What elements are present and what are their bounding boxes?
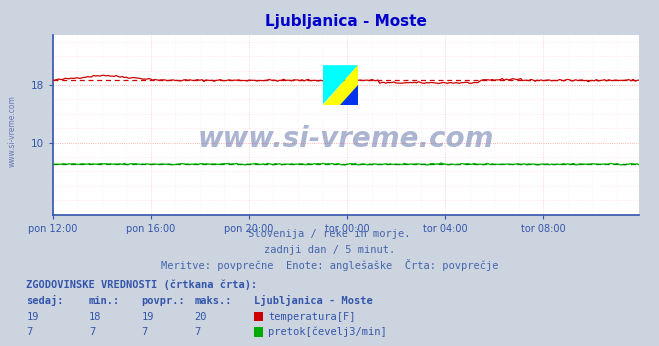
- Text: 7: 7: [142, 327, 148, 337]
- Text: Meritve: povprečne  Enote: anglešaške  Črta: povprečje: Meritve: povprečne Enote: anglešaške Črt…: [161, 259, 498, 271]
- Title: Ljubljanica - Moste: Ljubljanica - Moste: [265, 14, 427, 29]
- Text: 19: 19: [142, 312, 154, 322]
- Text: temperatura[F]: temperatura[F]: [268, 312, 356, 322]
- Text: 7: 7: [89, 327, 95, 337]
- Text: min.:: min.:: [89, 296, 120, 306]
- Polygon shape: [322, 65, 358, 105]
- Text: 7: 7: [194, 327, 200, 337]
- Text: povpr.:: povpr.:: [142, 296, 185, 306]
- Polygon shape: [322, 65, 358, 105]
- Text: Ljubljanica - Moste: Ljubljanica - Moste: [254, 295, 372, 306]
- Polygon shape: [340, 85, 358, 105]
- Text: ZGODOVINSKE VREDNOSTI (črtkana črta):: ZGODOVINSKE VREDNOSTI (črtkana črta):: [26, 279, 258, 290]
- Text: www.si-vreme.com: www.si-vreme.com: [198, 125, 494, 153]
- Text: Slovenija / reke in morje.: Slovenija / reke in morje.: [248, 229, 411, 239]
- Text: 20: 20: [194, 312, 207, 322]
- Text: 18: 18: [89, 312, 101, 322]
- Text: sedaj:: sedaj:: [26, 295, 64, 306]
- Text: www.si-vreme.com: www.si-vreme.com: [8, 95, 17, 167]
- Text: zadnji dan / 5 minut.: zadnji dan / 5 minut.: [264, 245, 395, 255]
- Text: pretok[čevelj3/min]: pretok[čevelj3/min]: [268, 327, 387, 337]
- Text: maks.:: maks.:: [194, 296, 232, 306]
- Text: 7: 7: [26, 327, 32, 337]
- Text: 19: 19: [26, 312, 39, 322]
